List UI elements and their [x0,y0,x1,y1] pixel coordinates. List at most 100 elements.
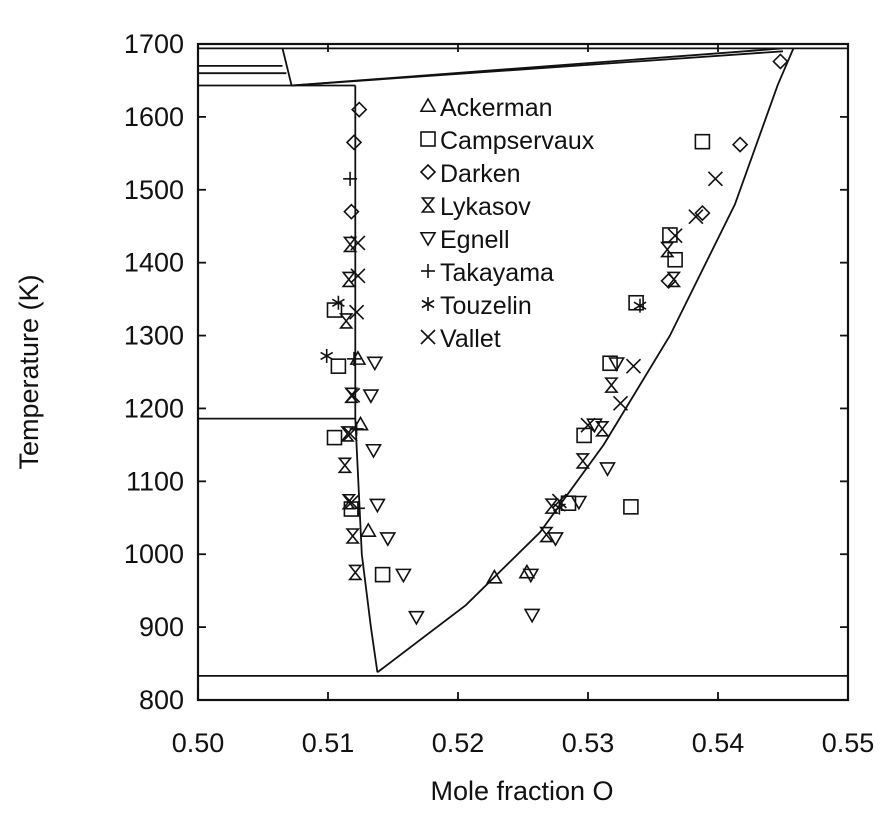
data-point [599,462,616,477]
x-tick-label: 0.51 [302,728,355,758]
legend-item-vallet: Vallet [420,325,501,353]
data-points [320,53,789,626]
series-egnell [362,356,625,626]
data-point [374,566,391,583]
phase-boundary-lines [198,47,848,677]
x-tick-label: 0.53 [562,728,615,758]
data-point [345,528,360,544]
data-point [575,453,591,469]
data-point [343,494,359,511]
series-darken [343,53,789,290]
data-point [667,228,683,244]
x-tick-label: 0.50 [172,728,225,758]
data-point [326,429,343,446]
data-point [343,203,360,220]
data-point [369,498,386,514]
data-point [486,568,503,584]
series-touzelin [320,295,647,515]
legend-marker [421,264,435,278]
legend-label: Campservaux [440,127,595,155]
phase-boundary-line [354,418,379,673]
data-point [345,387,361,403]
legend-label: Egnell [440,226,510,254]
legend: Ackerman Campservaux Darken Lykasov Egnell Ta… [419,94,595,353]
data-point [408,610,425,626]
legend-label: Ackerman [440,94,553,122]
data-point [331,295,345,310]
y-tick-label: 1700 [124,29,184,59]
data-point [731,136,749,153]
series-vallet [342,171,723,511]
y-tick-label: 1600 [124,102,184,132]
data-point [518,563,536,579]
data-point [707,171,723,187]
phase-boundary-line [281,48,293,86]
legend-label: Vallet [440,325,501,353]
data-point [580,417,596,433]
phase-boundary-line [376,48,795,674]
data-point [694,204,711,222]
data-point [330,358,347,374]
legend-item-egnell: Egnell [419,226,510,254]
data-point [602,355,618,372]
y-tick-label: 1000 [124,539,184,569]
legend-item-darken: Darken [419,160,521,188]
series-ackerman [349,350,536,584]
x-tick-label: 0.55 [822,728,875,758]
legend-item-ackerman: Ackerman [419,94,553,122]
plot-frame [196,42,850,702]
legend-item-touzelin: Touzelin [421,292,532,320]
data-point [350,235,366,251]
data-point [576,427,592,444]
data-point [667,251,683,268]
legend-marker [419,231,437,247]
data-point [772,53,789,70]
x-tick-label: 0.54 [692,728,745,758]
data-point [623,499,639,515]
legend-marker [420,329,436,345]
y-tick-label: 900 [139,612,184,642]
data-point [362,389,380,404]
x-tick-label: 0.52 [432,728,485,758]
data-point [366,356,384,372]
data-point [625,358,642,374]
legend-item-takayama: Takayama [421,259,554,287]
legend-marker [420,131,436,147]
data-point [544,498,559,514]
phase-boundary-line [291,50,784,87]
legend-label: Darken [440,160,521,188]
data-point [539,526,554,543]
x-axis: 0.50 0.51 0.52 0.53 0.54 0.55 [172,44,875,758]
data-point [326,302,343,318]
data-point [359,522,377,537]
data-point [345,134,363,151]
data-point [340,426,355,442]
data-point [633,298,647,313]
data-point [522,568,540,584]
x-axis-title: Mole fraction O [430,776,613,806]
data-point [666,271,682,288]
data-point [379,532,397,547]
data-point [343,171,358,186]
legend-label: Lykasov [440,193,531,221]
data-point [347,351,361,366]
data-point [320,348,334,363]
data-point [612,395,629,411]
data-point [341,271,357,288]
data-point [342,426,358,442]
data-point [351,101,368,118]
data-point [604,377,619,393]
legend-item-campservaux: Campservaux [420,127,595,155]
y-tick-label: 1300 [124,321,184,351]
data-point [608,357,625,372]
legend-marker [421,297,435,311]
data-point [688,209,704,225]
y-axis: 800 900 1000 1100 1200 1300 1400 1500 1600 1700 [124,29,848,715]
data-point [628,294,644,311]
y-tick-label: 1400 [124,248,184,278]
legend-marker [420,197,436,213]
y-tick-label: 1100 [126,466,184,496]
data-point [365,443,382,459]
series-lykasov [337,236,682,581]
legend-label: Takayama [440,259,554,287]
